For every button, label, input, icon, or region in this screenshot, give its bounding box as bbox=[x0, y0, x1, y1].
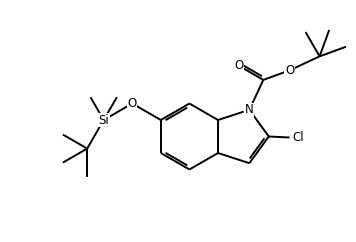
Text: N: N bbox=[245, 103, 254, 116]
Text: O: O bbox=[128, 97, 137, 110]
Text: O: O bbox=[234, 59, 244, 72]
Text: Si: Si bbox=[98, 113, 109, 127]
Text: O: O bbox=[285, 64, 294, 77]
Text: Cl: Cl bbox=[293, 131, 304, 144]
